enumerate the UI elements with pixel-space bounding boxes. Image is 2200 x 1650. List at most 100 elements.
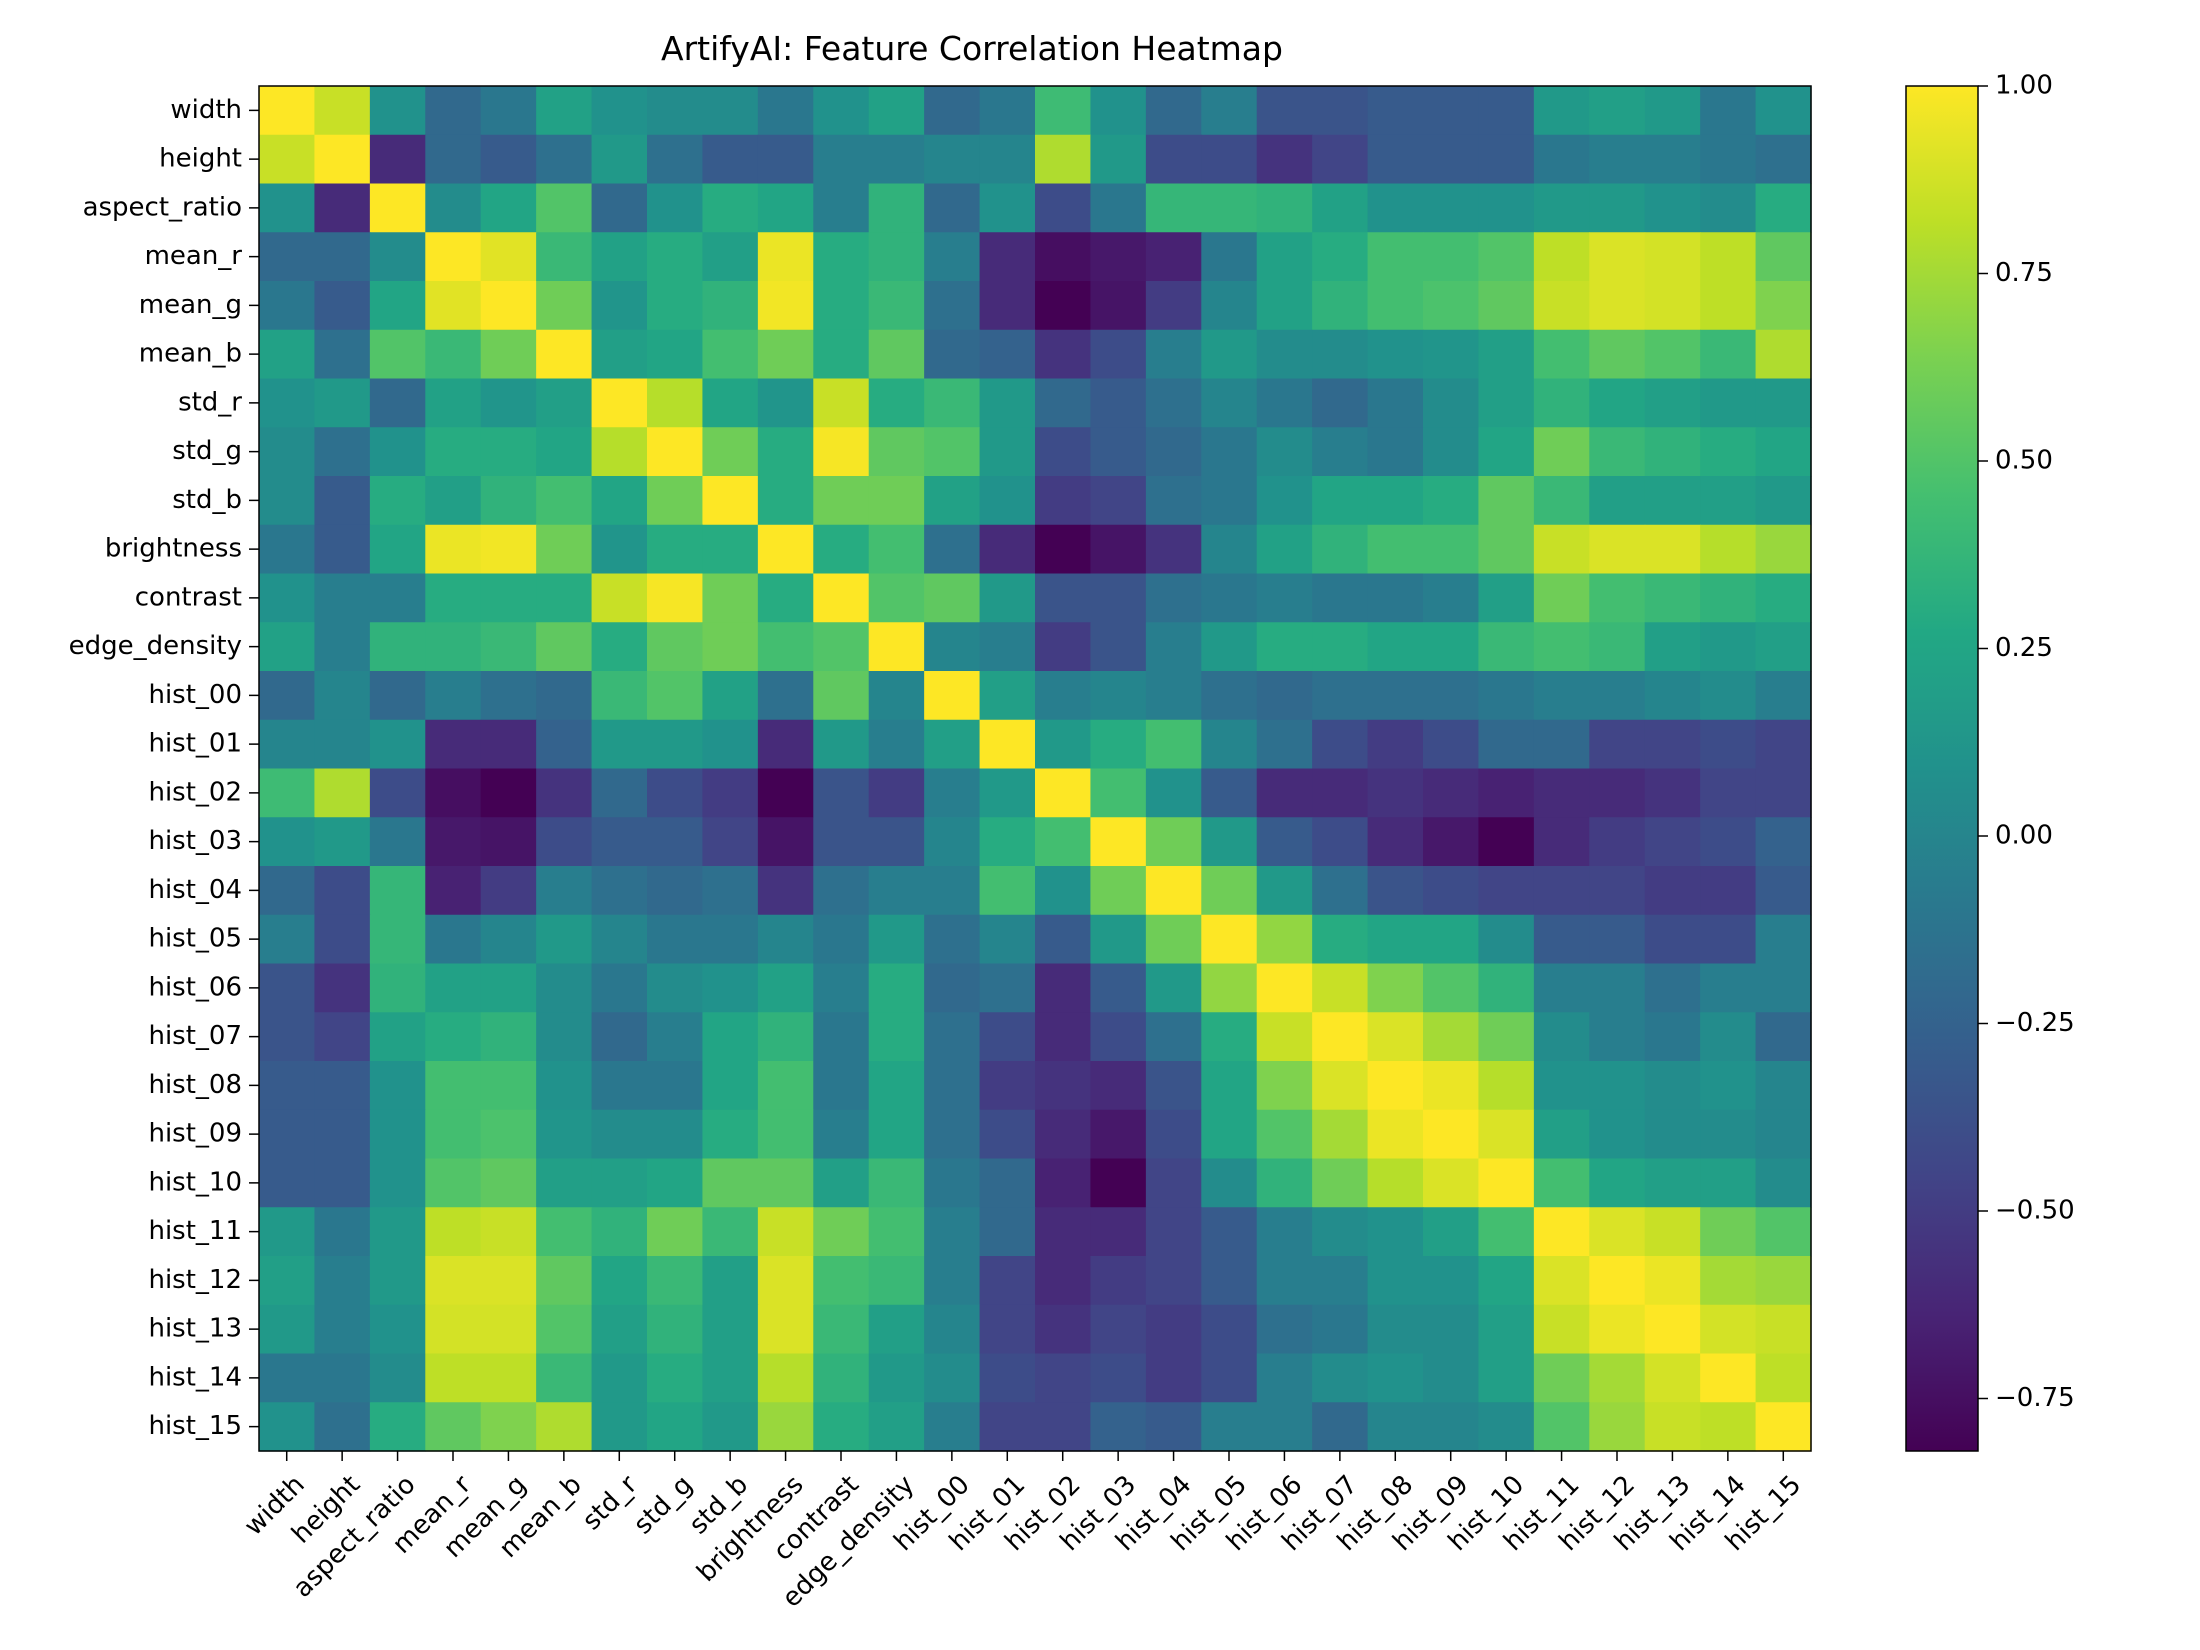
heatmap-cell xyxy=(1478,622,1535,672)
heatmap-cell xyxy=(979,622,1036,672)
heatmap-cell xyxy=(1035,378,1092,428)
heatmap-cell xyxy=(591,1207,648,1257)
heatmap-cell xyxy=(480,86,537,136)
heatmap-cell xyxy=(591,573,648,623)
heatmap-cell xyxy=(1644,573,1701,623)
heatmap-cell xyxy=(480,1109,537,1160)
heatmap-cell xyxy=(1367,1012,1424,1062)
heatmap-cell xyxy=(425,1012,482,1062)
heatmap-cell xyxy=(259,1109,316,1160)
heatmap-cell xyxy=(314,1158,371,1208)
heatmap-cell xyxy=(1589,1061,1646,1111)
heatmap-cell xyxy=(757,914,814,965)
heatmap-cell xyxy=(1256,671,1313,721)
heatmap-cell xyxy=(757,1353,814,1403)
heatmap-cell xyxy=(1644,134,1701,185)
y-tick-label: hist_10 xyxy=(148,1167,242,1197)
heatmap-cell xyxy=(1256,1207,1313,1257)
heatmap-cell xyxy=(1644,622,1701,672)
heatmap-cell xyxy=(1700,134,1757,185)
heatmap-cell xyxy=(1367,817,1424,867)
heatmap-cell xyxy=(924,817,981,867)
heatmap-cell xyxy=(1423,183,1480,233)
heatmap-cell xyxy=(1201,1402,1258,1452)
heatmap-cell xyxy=(1589,1402,1646,1452)
heatmap-cell xyxy=(425,1402,482,1452)
heatmap-cell xyxy=(924,1012,981,1062)
heatmap-cell xyxy=(868,963,925,1013)
heatmap-cell xyxy=(1145,1061,1202,1111)
heatmap-cell xyxy=(425,134,482,185)
heatmap-cell xyxy=(868,817,925,867)
heatmap-cell xyxy=(1090,719,1147,770)
heatmap-cell xyxy=(1090,573,1147,623)
heatmap-cell xyxy=(702,1109,759,1160)
heatmap-cell xyxy=(314,1012,371,1062)
heatmap-cell xyxy=(813,281,870,331)
heatmap-cell xyxy=(702,1402,759,1452)
heatmap-cell xyxy=(1644,1061,1701,1111)
heatmap-cell xyxy=(425,183,482,233)
chart-title: ArtifyAI: Feature Correlation Heatmap xyxy=(661,29,1283,68)
heatmap-cell xyxy=(813,573,870,623)
heatmap-cell xyxy=(647,1158,704,1208)
heatmap-cell xyxy=(1755,866,1812,916)
heatmap-cell xyxy=(1644,183,1701,233)
heatmap-cell xyxy=(1145,524,1202,575)
heatmap-cell xyxy=(868,1353,925,1403)
heatmap-cell xyxy=(314,817,371,867)
heatmap-cell xyxy=(1035,1012,1092,1062)
heatmap-cell xyxy=(1755,1012,1812,1062)
heatmap-cell xyxy=(1201,622,1258,672)
heatmap-cell xyxy=(1367,427,1424,477)
heatmap-cell xyxy=(757,1109,814,1160)
heatmap-cell xyxy=(1312,768,1369,818)
heatmap-cell xyxy=(1256,134,1313,185)
heatmap-cell xyxy=(1312,963,1369,1013)
heatmap-cell xyxy=(1312,1158,1369,1208)
heatmap-cell xyxy=(1478,183,1535,233)
heatmap-cell xyxy=(591,1256,648,1306)
heatmap-cell xyxy=(1589,817,1646,867)
heatmap-cell xyxy=(1533,232,1590,282)
heatmap-cell xyxy=(647,817,704,867)
heatmap-cell xyxy=(1145,329,1202,380)
heatmap-cell xyxy=(369,963,426,1013)
heatmap-cell xyxy=(1312,1402,1369,1452)
heatmap-cell xyxy=(924,183,981,233)
heatmap-cell xyxy=(1201,183,1258,233)
heatmap-cell xyxy=(1700,1402,1757,1452)
heatmap-cell xyxy=(979,768,1036,818)
heatmap-cell xyxy=(425,1109,482,1160)
heatmap-cell xyxy=(757,86,814,136)
heatmap-cell xyxy=(1423,329,1480,380)
heatmap-cell xyxy=(480,1353,537,1403)
heatmap-cell xyxy=(702,1207,759,1257)
heatmap-cell xyxy=(1700,427,1757,477)
heatmap-cell xyxy=(536,183,593,233)
heatmap-cell xyxy=(757,1158,814,1208)
heatmap-cell xyxy=(1035,1061,1092,1111)
heatmap-cell xyxy=(1644,1109,1701,1160)
heatmap-cell xyxy=(1700,281,1757,331)
heatmap-cell xyxy=(314,963,371,1013)
heatmap-cell xyxy=(480,963,537,1013)
heatmap-cell xyxy=(979,866,1036,916)
heatmap-cell xyxy=(1090,427,1147,477)
heatmap-cell xyxy=(1533,1061,1590,1111)
x-tick-label: std_g xyxy=(628,1470,699,1541)
heatmap-cell xyxy=(1035,573,1092,623)
heatmap-cell xyxy=(1312,866,1369,916)
heatmap-cell xyxy=(1423,86,1480,136)
heatmap-cell xyxy=(1589,914,1646,965)
heatmap-cell xyxy=(924,232,981,282)
heatmap-cell xyxy=(1035,866,1092,916)
heatmap-cell xyxy=(1035,476,1092,526)
heatmap-cell xyxy=(1145,476,1202,526)
heatmap-cell xyxy=(1256,427,1313,477)
heatmap-cell xyxy=(1644,963,1701,1013)
heatmap-cell xyxy=(702,86,759,136)
heatmap-cell xyxy=(425,524,482,575)
heatmap-cell xyxy=(259,1353,316,1403)
y-tick-label: hist_09 xyxy=(148,1119,242,1149)
